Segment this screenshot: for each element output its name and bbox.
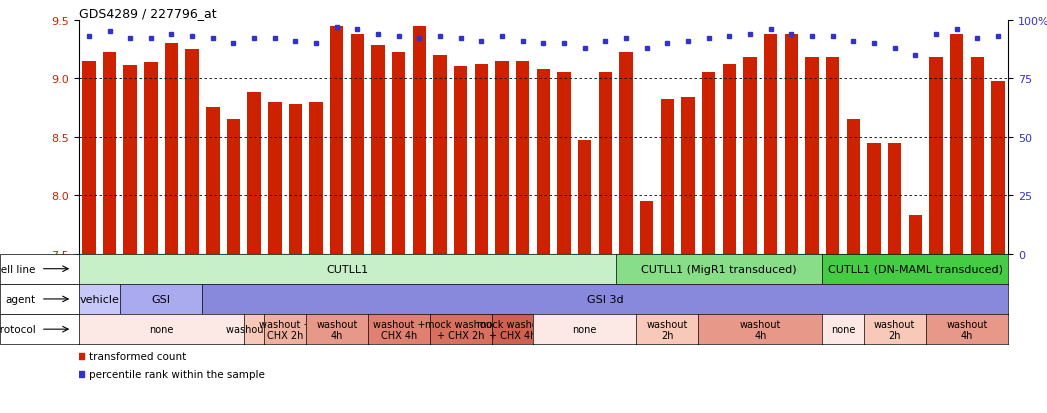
Bar xyxy=(392,53,405,254)
Text: washout
2h: washout 2h xyxy=(647,319,688,340)
Bar xyxy=(495,62,509,254)
Text: GDS4289 / 227796_at: GDS4289 / 227796_at xyxy=(79,7,216,19)
Text: GSI 3d: GSI 3d xyxy=(587,294,624,304)
Text: mock washout
+ CHX 4h: mock washout + CHX 4h xyxy=(477,319,548,340)
Bar xyxy=(310,102,322,254)
Bar xyxy=(474,65,488,254)
Bar xyxy=(413,26,426,254)
Bar xyxy=(268,102,282,254)
Bar xyxy=(557,73,571,254)
Bar xyxy=(289,104,303,254)
Bar xyxy=(909,216,922,254)
Text: washout 2h: washout 2h xyxy=(226,324,283,335)
Bar xyxy=(722,65,736,254)
Text: mock washout
+ CHX 2h: mock washout + CHX 2h xyxy=(425,319,496,340)
Bar xyxy=(661,100,674,254)
Bar xyxy=(764,35,777,254)
Bar xyxy=(805,58,819,254)
Bar xyxy=(206,108,220,254)
Bar xyxy=(164,44,178,254)
Bar xyxy=(578,141,592,254)
Bar xyxy=(330,26,343,254)
Bar xyxy=(847,120,860,254)
Bar xyxy=(227,120,240,254)
Text: washout
4h: washout 4h xyxy=(739,319,781,340)
Text: GSI: GSI xyxy=(152,294,171,304)
Bar xyxy=(971,58,984,254)
Bar xyxy=(247,93,261,254)
Bar xyxy=(888,143,901,254)
Bar xyxy=(372,46,385,254)
Text: washout +
CHX 4h: washout + CHX 4h xyxy=(373,319,425,340)
Bar xyxy=(144,63,157,254)
Bar xyxy=(992,81,1005,254)
Text: CUTLL1: CUTLL1 xyxy=(326,264,369,274)
Bar xyxy=(124,66,137,254)
Bar xyxy=(103,53,116,254)
Text: percentile rank within the sample: percentile rank within the sample xyxy=(89,369,265,379)
Text: washout
4h: washout 4h xyxy=(946,319,987,340)
Bar xyxy=(516,62,530,254)
Bar xyxy=(867,143,881,254)
Bar xyxy=(433,56,447,254)
Bar xyxy=(640,202,653,254)
Bar xyxy=(701,73,715,254)
Text: washout
2h: washout 2h xyxy=(874,319,915,340)
Text: agent: agent xyxy=(5,294,36,304)
Text: CUTLL1 (MigR1 transduced): CUTLL1 (MigR1 transduced) xyxy=(641,264,797,274)
Text: vehicle: vehicle xyxy=(80,294,119,304)
Text: CUTLL1 (DN-MAML transduced): CUTLL1 (DN-MAML transduced) xyxy=(828,264,1003,274)
Bar xyxy=(682,97,695,254)
Bar xyxy=(599,73,612,254)
Text: cell line: cell line xyxy=(0,264,36,274)
Bar xyxy=(454,67,467,254)
Bar xyxy=(537,70,550,254)
Text: washout
4h: washout 4h xyxy=(316,319,357,340)
Text: protocol: protocol xyxy=(0,324,36,335)
Text: washout +
CHX 2h: washout + CHX 2h xyxy=(259,319,311,340)
Text: none: none xyxy=(149,324,174,335)
Text: none: none xyxy=(573,324,597,335)
Text: transformed count: transformed count xyxy=(89,351,186,361)
Bar xyxy=(826,58,840,254)
Bar xyxy=(351,35,364,254)
Bar xyxy=(82,62,95,254)
Bar xyxy=(784,35,798,254)
Bar xyxy=(185,50,199,254)
Text: none: none xyxy=(830,324,855,335)
Bar xyxy=(930,58,942,254)
Bar xyxy=(620,53,632,254)
Bar xyxy=(950,35,963,254)
Bar xyxy=(743,58,757,254)
